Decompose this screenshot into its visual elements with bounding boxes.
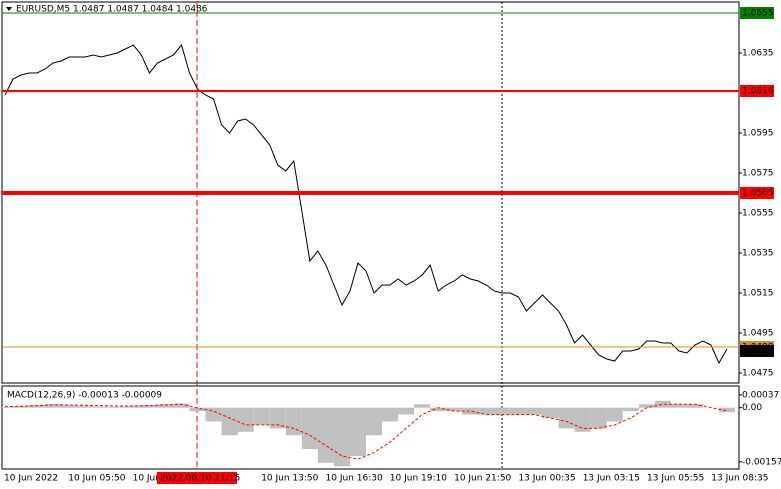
macd-bar — [109, 406, 126, 408]
macd-bar — [61, 404, 78, 408]
macd-bar — [333, 407, 350, 467]
macd-bar — [718, 407, 736, 413]
level-label-bg — [740, 85, 774, 97]
macd-bar — [478, 407, 495, 415]
macd-bar — [494, 407, 511, 415]
macd-bar — [253, 407, 270, 425]
cursor-label-bg — [157, 472, 237, 484]
macd-bar — [510, 407, 527, 415]
macd-bar — [29, 404, 46, 408]
macd-bar — [157, 404, 174, 408]
x-tick-label: 10 Jun 21:50 — [454, 474, 511, 484]
macd-bar — [430, 407, 447, 412]
y-tick-label: 1.0475 — [742, 369, 774, 379]
level-label: 1.0486 — [742, 347, 774, 357]
macd-bar — [301, 407, 318, 450]
macd-bar — [237, 407, 254, 432]
title-arrow — [6, 7, 12, 11]
y-tick-label: 1.0575 — [742, 169, 774, 179]
macd-bar — [269, 407, 286, 429]
x-tick-label: 13 Jun 03:15 — [583, 474, 640, 484]
y-tick-label: 0.00037 — [742, 390, 779, 400]
macd-bar — [205, 407, 222, 422]
macd-bar — [349, 407, 366, 456]
cursor-label: 2022.06.10 11:15 — [160, 474, 240, 484]
macd-bar — [542, 407, 559, 419]
macd-bar — [638, 404, 655, 408]
macd-bar — [398, 407, 415, 415]
macd-bar — [590, 407, 607, 429]
macd-bar — [526, 407, 543, 415]
y-tick-label: 1.0635 — [742, 49, 774, 59]
x-tick-label: 10 Jun 05:50 — [68, 474, 125, 484]
x-tick-label: 10 Jun 13:50 — [261, 474, 318, 484]
x-tick-label: 10 Jun 2022 — [4, 474, 58, 484]
y-tick-label: 1.0555 — [742, 209, 774, 219]
macd-bar — [317, 407, 334, 463]
x-tick-label: 13 Jun 08:35 — [711, 474, 768, 484]
macd-bar — [13, 405, 30, 408]
macd-bar — [414, 404, 431, 408]
level-label: 1.0565 — [742, 189, 774, 199]
macd-bar — [574, 407, 591, 432]
macd-bar — [558, 407, 575, 429]
level-label: 1.0655 — [742, 9, 774, 19]
x-tick-label: 10 Jun — [133, 474, 161, 484]
macd-bar — [446, 407, 463, 412]
price-line — [4, 43, 728, 365]
y-tick-label: 1.0535 — [742, 249, 774, 259]
x-tick-label: 10 Jun 19:10 — [390, 474, 447, 484]
macd-bar — [686, 404, 703, 408]
macd-bar — [141, 404, 158, 408]
level-label-bg — [740, 187, 774, 199]
macd-bar — [45, 404, 62, 408]
macd-bar — [654, 400, 671, 408]
chart-title: EURUSD,M5 1.0487 1.0487 1.0484 1.0486 — [16, 5, 208, 15]
macd-bar — [462, 407, 479, 415]
x-tick-label: 10 Jun 16:30 — [326, 474, 383, 484]
y-tick-label: 0.00 — [742, 403, 762, 413]
macd-title: MACD(12,26,9) -0.00013 -0.00009 — [7, 391, 162, 401]
level-label-bg — [740, 345, 774, 357]
macd-bar — [382, 407, 399, 422]
x-tick-label: 13 Jun 05:55 — [647, 474, 704, 484]
macd-bar — [622, 407, 639, 412]
signal-line — [4, 403, 728, 460]
macd-bar — [606, 407, 623, 422]
y-tick-label: 1.0595 — [742, 129, 774, 139]
y-tick-label: -0.00157 — [742, 457, 781, 467]
macd-bar — [285, 407, 302, 436]
macd-bar — [0, 406, 14, 408]
macd-bar — [670, 404, 687, 408]
macd-panel — [1, 385, 740, 470]
macd-bar — [221, 407, 238, 436]
macd-bar — [366, 407, 383, 436]
macd-bar — [93, 406, 110, 408]
level-label-bg — [740, 7, 774, 19]
macd-bar — [189, 407, 206, 412]
macd-bar — [77, 405, 94, 408]
level-label: 1.0616 — [742, 87, 774, 97]
x-tick-label: 13 Jun 00:35 — [518, 474, 575, 484]
macd-bar — [173, 403, 190, 408]
macd-bar — [125, 405, 142, 408]
y-tick-label: 1.0515 — [742, 289, 774, 299]
y-tick-label: 1.0495 — [742, 329, 774, 339]
